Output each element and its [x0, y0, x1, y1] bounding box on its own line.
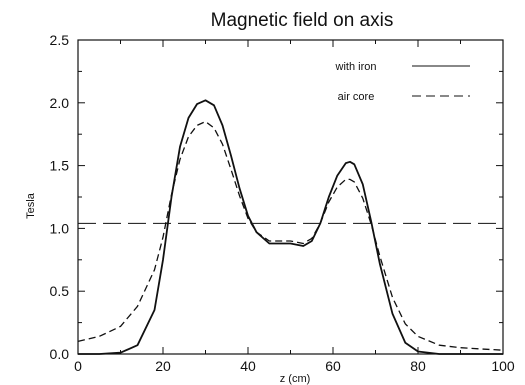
tick-marks	[77, 39, 504, 355]
x-tick-label: 20	[155, 358, 171, 374]
x-tick-label: 60	[325, 358, 341, 374]
y-tick-label: 2.5	[50, 32, 70, 48]
y-tick-label: 1.5	[50, 158, 70, 174]
x-tick-label: 0	[74, 358, 82, 374]
y-tick-label: 0.5	[50, 283, 70, 299]
series-layer	[77, 99, 504, 355]
plot-frame	[77, 39, 504, 355]
legend-label-air-core: air core	[338, 91, 375, 103]
y-tick-label: 1.0	[50, 220, 70, 236]
x-axis-label: z (cm)	[280, 373, 311, 385]
tick-labels: 0 20 40 60 80 100 0.0 0.5 1.0 1.5 2.0 2.5	[50, 32, 515, 374]
x-tick-label: 40	[240, 358, 256, 374]
chart-title: Magnetic field on axis	[211, 10, 394, 31]
plot-border	[77, 39, 504, 355]
legend: with iron air core	[335, 61, 470, 103]
y-axis-label: Tesla	[25, 192, 37, 219]
series-line-with-iron	[78, 99, 503, 355]
x-tick-label: 80	[410, 358, 426, 374]
series-line-air-core	[77, 120, 504, 351]
legend-label-with-iron: with iron	[335, 61, 377, 73]
y-tick-label: 0.0	[50, 346, 70, 362]
x-tick-label: 100	[491, 358, 515, 374]
y-tick-label: 2.0	[50, 95, 70, 111]
